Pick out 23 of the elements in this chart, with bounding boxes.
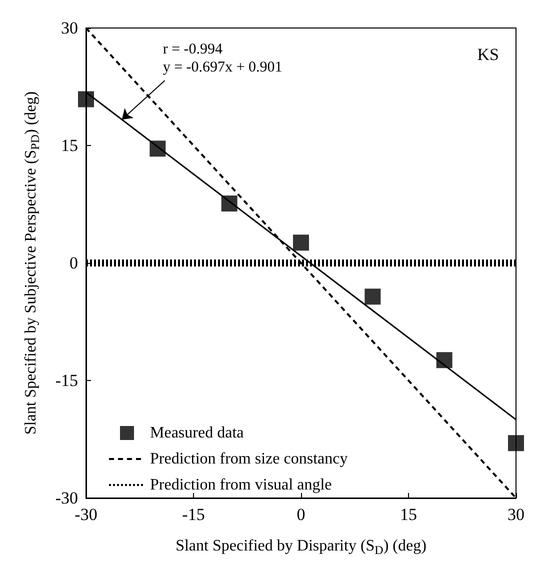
point [221,195,238,212]
y-tick-label: 15 [61,136,78,155]
y-tick-label: -15 [55,371,78,390]
point [293,234,309,251]
annotation: r = -0.994 y = -0.697x + 0.901 [162,41,282,76]
x-tick-label: 0 [296,505,306,524]
point [508,435,524,452]
y-tick-label: -30 [55,488,78,508]
x-tick-label: 30 [508,505,524,524]
point [436,352,452,368]
x-tick-label: -30 [74,505,98,524]
annotation: KS [477,45,500,64]
legend-label: Prediction from visual angle [150,476,332,494]
y-axis-title: Slant Specified by Subjective Perspective (SPD) (deg) [22,91,42,435]
y-tick-label: 0 [70,254,78,272]
x-tick-label: -15 [182,505,205,524]
point [78,91,94,108]
legend-label: Measured data [150,424,244,442]
point [364,288,381,305]
legend-label: Prediction from size constancy [150,450,348,468]
x-tick-label: 15 [400,505,417,524]
y-tick-label: 30 [61,18,78,38]
point [150,140,166,157]
